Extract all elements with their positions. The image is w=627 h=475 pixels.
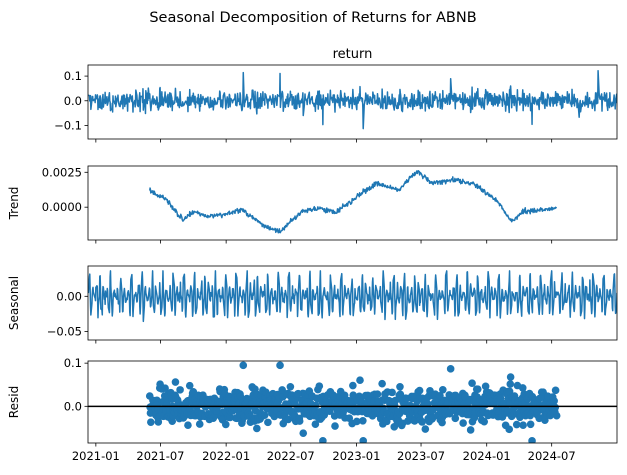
resid-point <box>505 425 513 434</box>
resid-point <box>418 418 426 426</box>
line-trend <box>149 170 558 234</box>
resid-point <box>421 425 430 433</box>
resid-point <box>378 379 386 388</box>
line-seasonal <box>88 270 617 323</box>
resid-point <box>481 382 490 391</box>
resid-point <box>519 421 527 430</box>
y-tick-label-observed: 0.1 <box>64 69 82 83</box>
resid-point <box>295 417 304 425</box>
x-tick-label: 2023-07 <box>397 449 445 463</box>
resid-point <box>185 381 194 390</box>
resid-point <box>439 385 447 394</box>
y-tick-label-resid: 0.1 <box>64 356 82 370</box>
series-seasonal <box>88 270 617 323</box>
y-tick-label-seasonal: −0.05 <box>47 325 82 339</box>
resid-point <box>518 384 527 392</box>
y-axis-label-seasonal: Seasonal <box>7 276 21 330</box>
y-tick-label-observed: −0.1 <box>54 118 82 132</box>
resid-point <box>359 437 368 443</box>
y-axis-label-resid: Resid <box>7 386 21 418</box>
panel-trend: Trend 0.0000 0.0025 <box>7 165 618 244</box>
resid-point <box>331 422 339 430</box>
resid-point <box>352 417 361 426</box>
line-observed <box>88 70 617 130</box>
resid-point <box>356 376 364 384</box>
resid-point <box>161 384 169 393</box>
series-resid <box>145 361 561 443</box>
resid-point <box>147 418 155 426</box>
resid-point <box>505 387 514 396</box>
x-tick-label: 2023-01 <box>332 449 380 463</box>
panel-resid: Resid 0.0 0.1 2021-01 2021-07 2022-01 2022-07 2… <box>7 356 618 463</box>
figure-title: Seasonal Decomposition of Returns for AB… <box>149 10 476 26</box>
y-tick-label-resid: 0.0 <box>64 399 82 413</box>
resid-point <box>284 415 293 424</box>
series-trend <box>149 170 558 234</box>
resid-point <box>373 390 382 398</box>
resid-point <box>359 416 367 425</box>
resid-point <box>311 401 320 410</box>
resid-point <box>299 429 308 437</box>
resid-point <box>221 420 230 429</box>
resid-point <box>195 420 204 428</box>
resid-point <box>253 424 261 433</box>
resid-point <box>451 414 460 423</box>
resid-point <box>184 421 192 430</box>
y-tick-label-observed: 0.0 <box>64 94 82 108</box>
resid-point <box>264 418 272 427</box>
resid-point <box>516 413 524 422</box>
resid-point <box>319 437 327 443</box>
resid-point <box>176 386 184 394</box>
resid-point <box>466 426 475 434</box>
axes-frame-seasonal <box>87 265 618 341</box>
panel-title-observed: return <box>333 47 373 62</box>
resid-point <box>436 391 444 400</box>
x-tick-label: 2021-07 <box>136 449 184 463</box>
y-tick-label-trend: 0.0025 <box>42 165 82 179</box>
series-observed <box>88 70 617 130</box>
resid-point <box>551 403 560 412</box>
resid-point <box>171 378 180 386</box>
y-tick-label-trend: 0.0000 <box>42 200 82 214</box>
panel-observed: return −0.1 0.0 0.1 <box>54 47 618 143</box>
resid-point <box>526 420 535 429</box>
resid-point <box>459 419 467 427</box>
resid-point <box>496 394 505 402</box>
x-tick-label: 2022-07 <box>267 449 315 463</box>
x-tick-label: 2024-07 <box>528 449 576 463</box>
resid-point <box>276 361 284 370</box>
resid-point <box>239 361 248 370</box>
resid-point <box>552 411 561 420</box>
axes-frame-resid <box>87 360 618 444</box>
resid-point <box>512 420 521 429</box>
y-axis-label-trend: Trend <box>7 187 21 221</box>
resid-point <box>528 437 536 443</box>
resid-point <box>396 383 404 391</box>
x-tick-label: 2024-01 <box>463 449 511 463</box>
resid-point <box>506 380 515 388</box>
panel-seasonal: Seasonal −0.05 0.00 <box>7 265 618 344</box>
axes-frame-observed <box>87 64 618 140</box>
resid-point <box>551 386 560 395</box>
resid-point <box>506 373 515 381</box>
x-tick-label: 2022-01 <box>202 449 250 463</box>
axes-frame-trend <box>87 165 618 241</box>
resid-point <box>311 420 320 429</box>
resid-point <box>415 386 424 395</box>
resid-point <box>315 382 324 390</box>
y-tick-label-seasonal: 0.00 <box>56 289 82 303</box>
resid-point <box>480 417 489 426</box>
resid-point <box>286 383 295 391</box>
x-tick-label: 2021-01 <box>72 449 120 463</box>
resid-point <box>260 411 269 420</box>
resid-point <box>550 397 558 405</box>
resid-point <box>468 379 476 388</box>
resid-point <box>388 388 396 397</box>
resid-point <box>410 417 419 425</box>
resid-point <box>226 413 234 422</box>
resid-point <box>349 381 357 390</box>
resid-point <box>446 365 455 373</box>
resid-point <box>473 385 482 393</box>
